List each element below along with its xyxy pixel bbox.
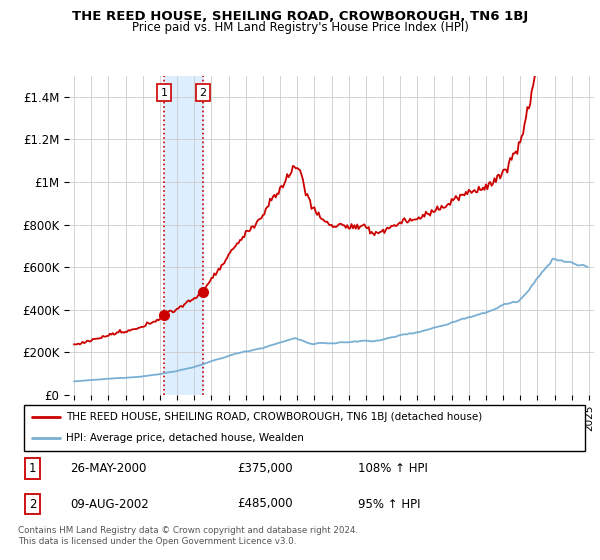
Text: 2: 2 [199, 87, 206, 97]
Text: 1: 1 [29, 462, 36, 475]
Text: HPI: Average price, detached house, Wealden: HPI: Average price, detached house, Weal… [66, 433, 304, 444]
Text: 95% ↑ HPI: 95% ↑ HPI [358, 497, 421, 511]
Text: THE REED HOUSE, SHEILING ROAD, CROWBOROUGH, TN6 1BJ (detached house): THE REED HOUSE, SHEILING ROAD, CROWBOROU… [66, 412, 482, 422]
Text: Contains HM Land Registry data © Crown copyright and database right 2024.
This d: Contains HM Land Registry data © Crown c… [18, 526, 358, 546]
Text: 2: 2 [29, 497, 36, 511]
Text: £375,000: £375,000 [237, 462, 293, 475]
Text: 09-AUG-2002: 09-AUG-2002 [70, 497, 149, 511]
Text: 26-MAY-2000: 26-MAY-2000 [70, 462, 146, 475]
Text: £485,000: £485,000 [237, 497, 293, 511]
Bar [164, 76, 203, 395]
Text: 108% ↑ HPI: 108% ↑ HPI [358, 462, 428, 475]
Text: 1: 1 [161, 87, 168, 97]
Text: THE REED HOUSE, SHEILING ROAD, CROWBOROUGH, TN6 1BJ: THE REED HOUSE, SHEILING ROAD, CROWBOROU… [72, 10, 528, 23]
Text: Price paid vs. HM Land Registry's House Price Index (HPI): Price paid vs. HM Land Registry's House … [131, 21, 469, 34]
FancyBboxPatch shape [24, 405, 585, 451]
